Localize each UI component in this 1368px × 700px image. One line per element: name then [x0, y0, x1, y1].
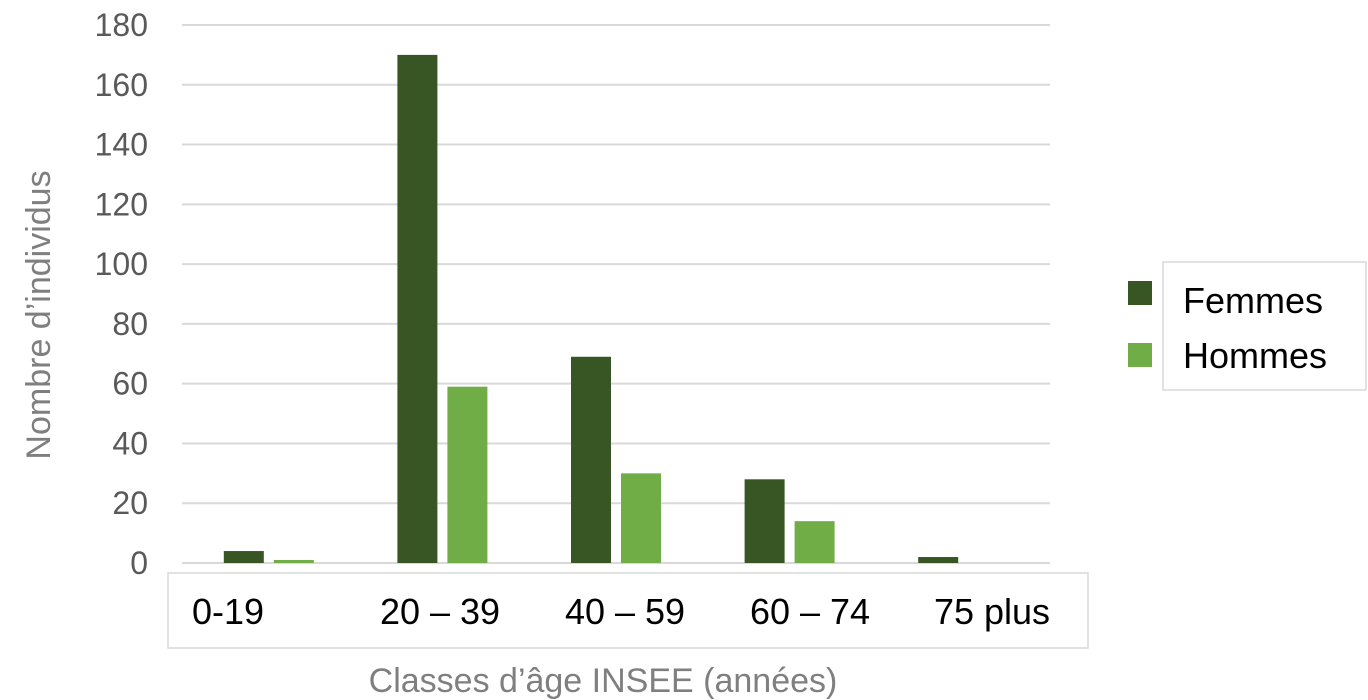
bars	[223, 54, 959, 564]
y-axis-ticks: 0 20 40 60 80 100 120 140 160 180	[95, 7, 148, 581]
x-category-label: 20 – 39	[380, 591, 500, 632]
bar-hommes-0	[273, 560, 314, 563]
y-tick-label: 100	[95, 246, 148, 282]
x-category-label: 40 – 59	[565, 591, 685, 632]
legend-swatch-hommes	[1128, 343, 1152, 367]
bar-hommes-1	[447, 386, 488, 563]
bar-femmes-0	[223, 551, 264, 563]
y-tick-label: 140	[95, 127, 148, 163]
y-tick-label: 40	[112, 425, 148, 461]
x-category-label: 75 plus	[934, 591, 1050, 632]
y-tick-label: 80	[112, 306, 148, 342]
legend-label-femmes: Femmes	[1183, 280, 1323, 321]
category-label-box	[167, 572, 1089, 649]
legend: Femmes Hommes	[1128, 261, 1367, 391]
bar-hommes-2	[621, 473, 661, 563]
y-tick-label: 20	[112, 485, 148, 521]
x-category-label: 60 – 74	[750, 591, 870, 632]
legend-swatch-femmes	[1128, 281, 1152, 305]
bar-hommes-3	[794, 521, 835, 563]
x-axis-categories: 0-19 20 – 39 40 – 59 60 – 74 75 plus	[192, 591, 1050, 632]
gridlines	[182, 24, 1050, 564]
y-tick-label: 60	[112, 366, 148, 402]
y-tick-label: 160	[95, 67, 148, 103]
y-tick-label: 120	[95, 186, 148, 222]
bar-femmes-1	[397, 54, 438, 564]
y-axis-title: Nombre d’individus	[20, 170, 58, 459]
legend-label-hommes: Hommes	[1183, 335, 1327, 376]
x-category-label: 0-19	[192, 591, 264, 632]
y-tick-label: 0	[130, 545, 148, 581]
y-tick-label: 180	[95, 7, 148, 43]
bar-femmes-4	[918, 557, 959, 563]
bar-femmes-3	[744, 479, 785, 563]
legend-box	[1162, 261, 1367, 391]
bar-femmes-2	[571, 356, 611, 563]
x-axis-title: Classes d’âge INSEE (années)	[369, 662, 838, 700]
